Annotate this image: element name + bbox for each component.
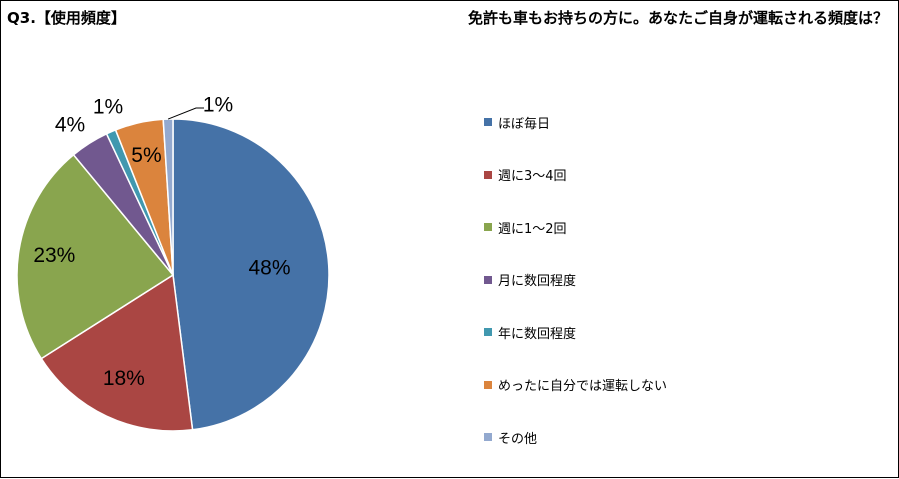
legend-label: 年に数回程度 xyxy=(498,326,577,342)
data-label: 5% xyxy=(131,144,161,167)
legend-swatch xyxy=(484,170,492,179)
legend-item: 月に数回程度 xyxy=(484,270,576,290)
legend-item: 週に3～4回 xyxy=(484,165,567,185)
pie-slice xyxy=(40,273,194,432)
data-label: 1% xyxy=(203,94,233,117)
leader-line xyxy=(167,107,204,120)
legend-swatch xyxy=(484,275,492,284)
legend-label: 月に数回程度 xyxy=(498,274,577,289)
legend-swatch xyxy=(484,380,492,389)
legend-item: ほぼ毎日 xyxy=(484,112,550,132)
data-label: 48% xyxy=(249,256,291,279)
legend-item: 年に数回程度 xyxy=(484,322,576,342)
data-label: 23% xyxy=(33,244,75,267)
data-label: 4% xyxy=(55,114,85,137)
legend-label: めったに自分では運転しない xyxy=(498,379,668,394)
data-label: 18% xyxy=(103,367,145,390)
legend-swatch xyxy=(484,223,492,231)
question-label: Q3.【使用頻度】 xyxy=(7,9,126,27)
legend-label: 週に1～2回 xyxy=(498,221,567,237)
legend-swatch xyxy=(484,433,492,441)
legend-label: 週に3～4回 xyxy=(498,169,567,184)
data-label: 1% xyxy=(93,96,123,119)
legend-label: ほぼ毎日 xyxy=(498,116,551,132)
chart-title: 免許も車もお持ちの方に。あなたご自身が運転される頻度は？ xyxy=(467,9,888,27)
legend-swatch xyxy=(484,118,492,126)
legend-swatch xyxy=(484,328,492,336)
pie-slice xyxy=(16,153,175,360)
legend-item: 週に1～2回 xyxy=(484,217,567,237)
legend-item: その他 xyxy=(484,427,537,447)
legend-label: その他 xyxy=(498,431,538,447)
pie-slice xyxy=(172,118,330,431)
legend-item: めったに自分では運転しない xyxy=(484,375,667,395)
